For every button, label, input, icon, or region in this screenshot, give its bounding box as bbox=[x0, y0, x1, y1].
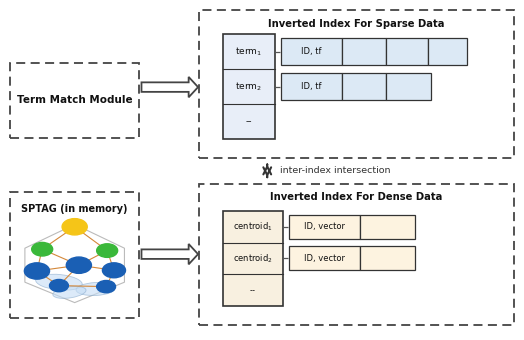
Circle shape bbox=[96, 280, 115, 293]
Circle shape bbox=[31, 242, 52, 256]
Text: --: -- bbox=[246, 117, 252, 126]
Text: centroid$_2$: centroid$_2$ bbox=[233, 252, 272, 265]
Text: term$_1$: term$_1$ bbox=[235, 45, 263, 58]
Text: ID, vector: ID, vector bbox=[304, 222, 345, 231]
Circle shape bbox=[62, 219, 87, 235]
Bar bbox=[223, 34, 275, 139]
Bar bbox=[360, 215, 415, 239]
Polygon shape bbox=[141, 244, 198, 265]
Bar bbox=[10, 192, 139, 318]
Circle shape bbox=[24, 263, 49, 279]
Circle shape bbox=[49, 279, 68, 292]
Ellipse shape bbox=[53, 286, 86, 299]
Text: term$_2$: term$_2$ bbox=[235, 81, 263, 93]
Text: ID, tf: ID, tf bbox=[301, 47, 322, 56]
Circle shape bbox=[102, 263, 125, 278]
Text: SPTAG (in memory): SPTAG (in memory) bbox=[21, 204, 128, 214]
Text: centroid$_1$: centroid$_1$ bbox=[233, 220, 272, 233]
Text: Inverted Index For Dense Data: Inverted Index For Dense Data bbox=[270, 192, 442, 202]
Bar bbox=[199, 10, 514, 158]
Circle shape bbox=[66, 257, 91, 273]
Bar bbox=[342, 73, 386, 100]
Bar bbox=[386, 38, 428, 65]
Bar bbox=[289, 246, 360, 270]
Bar bbox=[428, 38, 467, 65]
Bar bbox=[10, 63, 139, 138]
Ellipse shape bbox=[76, 283, 115, 295]
Ellipse shape bbox=[36, 274, 82, 290]
Text: ID, tf: ID, tf bbox=[301, 82, 322, 91]
Polygon shape bbox=[141, 77, 198, 97]
Bar bbox=[281, 38, 342, 65]
Text: Inverted Index For Sparse Data: Inverted Index For Sparse Data bbox=[268, 19, 444, 29]
Bar bbox=[223, 211, 283, 306]
Bar bbox=[289, 215, 360, 239]
Text: inter-index intersection: inter-index intersection bbox=[280, 166, 391, 175]
Text: Term Match Module: Term Match Module bbox=[17, 95, 133, 105]
Text: --: -- bbox=[250, 286, 256, 295]
Bar bbox=[386, 73, 431, 100]
Bar bbox=[342, 38, 386, 65]
Circle shape bbox=[96, 244, 117, 257]
Bar bbox=[281, 73, 342, 100]
Bar bbox=[360, 246, 415, 270]
Bar bbox=[199, 184, 514, 325]
Text: ID, vector: ID, vector bbox=[304, 254, 345, 263]
